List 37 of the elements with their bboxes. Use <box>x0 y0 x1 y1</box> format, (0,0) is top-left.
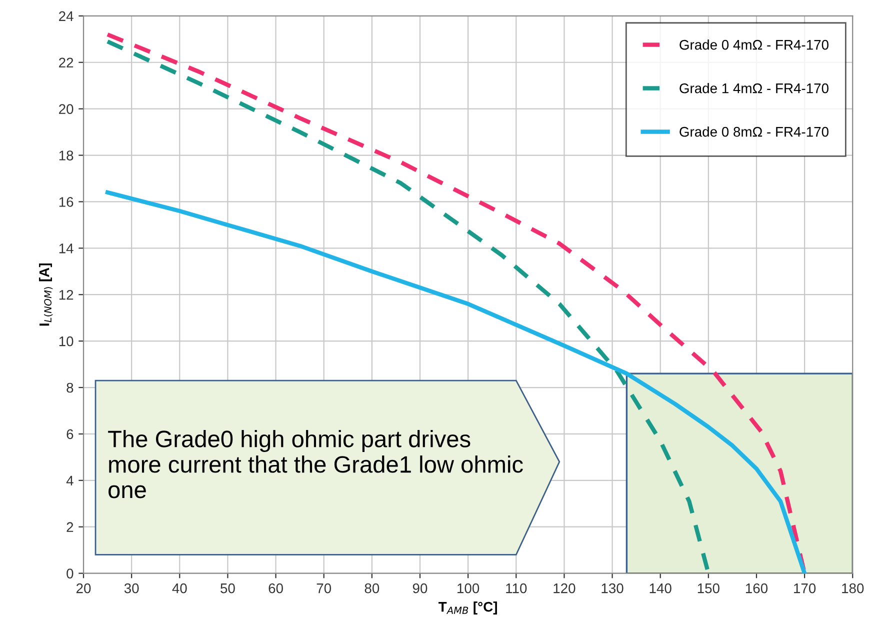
y-tick-label: 24 <box>59 11 74 21</box>
x-tick-label: 110 <box>506 583 527 594</box>
y-tick-label: 2 <box>66 522 74 532</box>
x-tick-label: 50 <box>220 583 235 594</box>
x-tick-label: 160 <box>746 583 768 594</box>
x-tick-label: 70 <box>316 583 332 594</box>
x-tick-label: 150 <box>698 583 720 594</box>
x-tick-label: 40 <box>172 583 187 594</box>
y-tick-label: 4 <box>66 476 74 486</box>
annotation: The Grade0 high ohmic part drives more current that the Grade1 low ohmic one <box>108 430 523 498</box>
x-tick-label: 90 <box>412 583 428 594</box>
legend-label: Grade 0 4mΩ - FR4-170 <box>680 40 828 50</box>
y-tick-label: 22 <box>59 58 74 68</box>
y-tick-label: 0 <box>66 568 74 578</box>
x-tick-label: 80 <box>364 583 380 594</box>
y-axis-title: I$_{L(NOM)}$ [A] <box>39 264 53 326</box>
line-series <box>105 190 807 574</box>
y-tick-label: 6 <box>66 429 74 440</box>
x-tick-label: 20 <box>76 583 91 594</box>
x-tick-label: 60 <box>268 583 283 594</box>
x-tick-label: 30 <box>124 583 139 594</box>
y-tick-label: 20 <box>59 104 74 114</box>
x-axis-title: T$_{AMB}$ [°C] <box>438 602 497 614</box>
x-tick-label: 130 <box>602 583 624 594</box>
y-tick-label: 12 <box>59 290 74 300</box>
legend-label: Grade 1 4mΩ - FR4-170 <box>680 83 828 94</box>
x-tick-label: 170 <box>794 583 816 594</box>
y-tick-label: 16 <box>59 197 74 207</box>
x-tick-label: 140 <box>650 583 672 594</box>
x-tick-label: 120 <box>554 583 576 594</box>
y-tick-label: 10 <box>59 336 74 346</box>
legend-label: Grade 0 8mΩ - FR4-170 <box>680 126 828 137</box>
x-tick-label: 180 <box>842 583 864 594</box>
x-tick-label: 100 <box>458 583 480 594</box>
y-tick-label: 14 <box>59 244 74 254</box>
y-tick-label: 18 <box>59 150 74 160</box>
y-tick-label: 8 <box>66 382 74 393</box>
